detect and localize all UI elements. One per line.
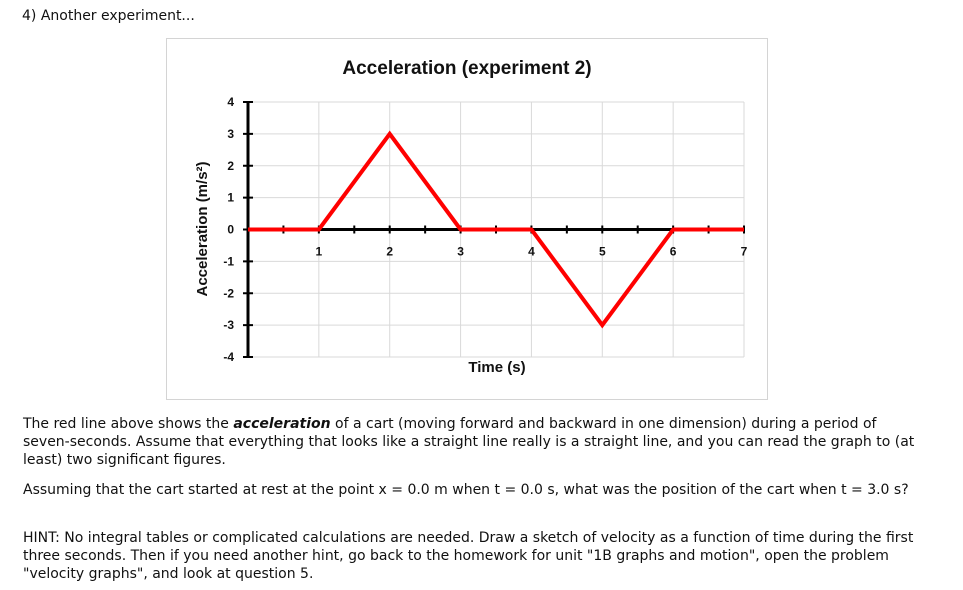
- y-tick-label: 1: [227, 191, 234, 205]
- y-tick-label: 2: [227, 159, 234, 173]
- description-paragraph: The red line above shows the acceleratio…: [23, 415, 923, 469]
- chart-labels: 4 3 2 1 0 -1 -2 -3 -4 1 2 3 4 5 6 7 Acceleration (experi…: [194, 58, 748, 376]
- y-tick-label: -2: [223, 286, 234, 300]
- x-tick-label: 6: [670, 245, 677, 259]
- chart-title: Acceleration (experiment 2): [342, 58, 591, 79]
- acceleration-chart: 4 3 2 1 0 -1 -2 -3 -4 1 2 3 4 5 6 7 Acceleration (experi…: [166, 38, 768, 400]
- x-tick-label: 4: [528, 245, 535, 259]
- y-tick-label: -3: [223, 318, 234, 332]
- x-axis-label: Time (s): [468, 359, 525, 376]
- x-tick-label: 7: [741, 245, 748, 259]
- y-axis-label: Acceleration (m/s²): [194, 161, 211, 296]
- question-heading: 4) Another experiment...: [22, 8, 195, 24]
- y-tick-label: 0: [227, 223, 234, 237]
- x-tick-label: 2: [386, 245, 393, 259]
- x-tick-label: 1: [316, 245, 323, 259]
- acceleration-series-line: [248, 130, 744, 329]
- description-text-end: of a cart (moving forward and backward i…: [23, 416, 915, 468]
- y-tick-label: -4: [223, 350, 234, 364]
- y-tick-label: 4: [227, 95, 234, 109]
- x-tick-label: 5: [599, 245, 606, 259]
- y-tick-label: -1: [223, 254, 234, 268]
- x-tick-label: 3: [457, 245, 464, 259]
- y-tick-label: 3: [227, 127, 234, 141]
- question-paragraph: Assuming that the cart started at rest a…: [23, 482, 909, 498]
- description-text-start: The red line above shows the: [23, 416, 234, 432]
- chart-series: [247, 130, 745, 329]
- acceleration-emphasis: acceleration: [233, 416, 331, 432]
- chart-canvas: 4 3 2 1 0 -1 -2 -3 -4 1 2 3 4 5 6 7 Acceleration (experi…: [194, 58, 748, 376]
- hint-paragraph: HINT: No integral tables or complicated …: [23, 530, 914, 582]
